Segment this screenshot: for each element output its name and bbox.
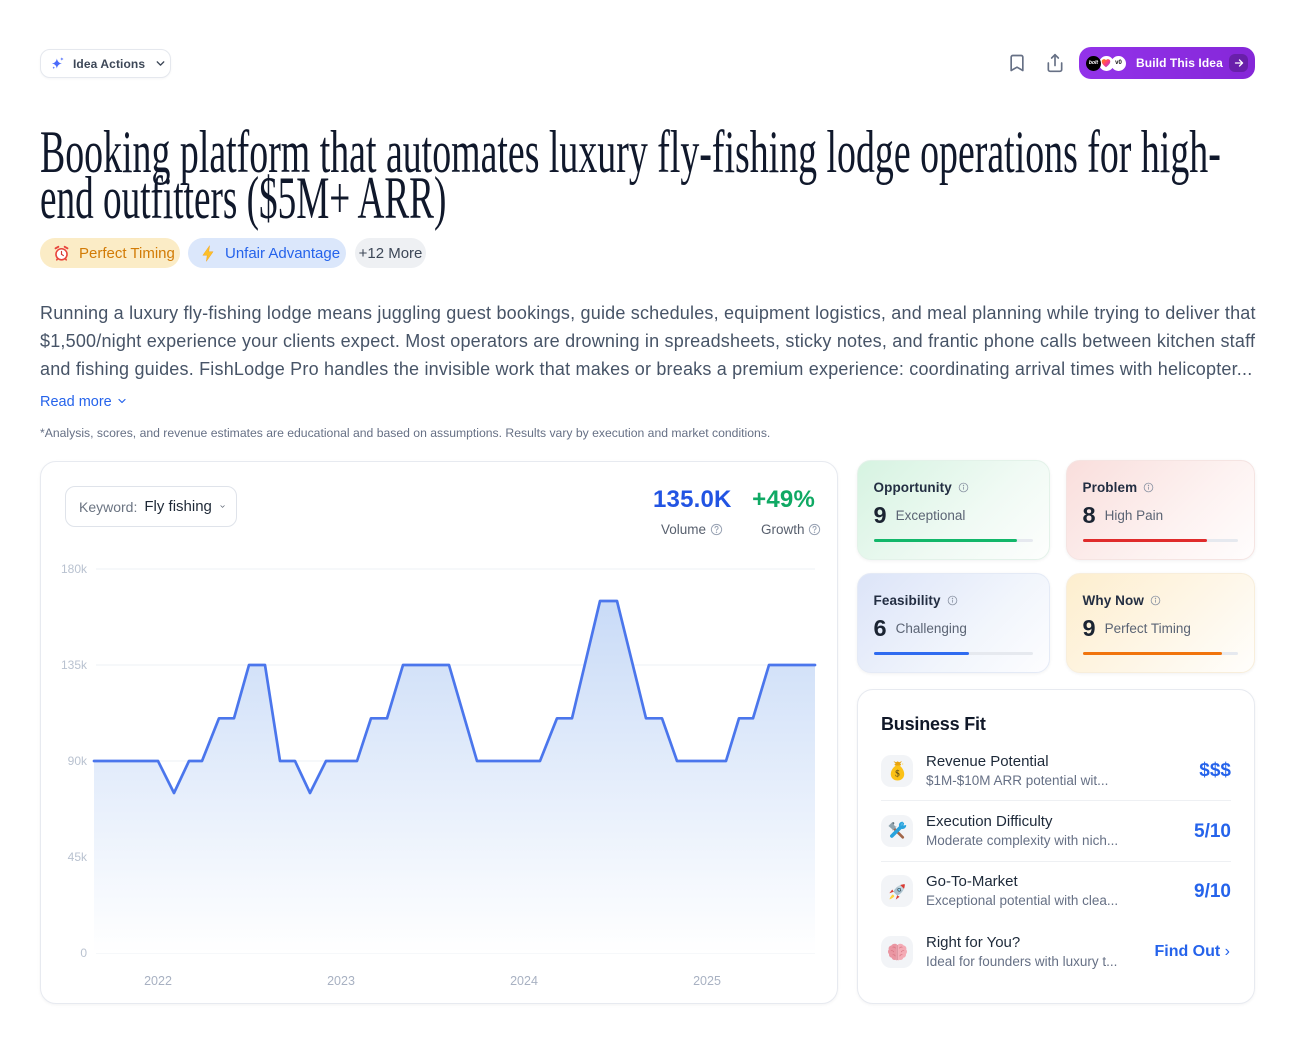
- svg-text:180k: 180k: [61, 562, 88, 576]
- svg-text:2022: 2022: [144, 974, 172, 988]
- svg-text:0: 0: [80, 946, 87, 960]
- svg-text:2025: 2025: [693, 974, 721, 988]
- svg-text:45k: 45k: [68, 850, 88, 864]
- svg-text:135k: 135k: [61, 658, 88, 672]
- svg-text:2023: 2023: [327, 974, 355, 988]
- svg-text:$: $: [895, 768, 900, 779]
- svg-text:2024: 2024: [510, 974, 538, 988]
- svg-text:90k: 90k: [68, 754, 88, 768]
